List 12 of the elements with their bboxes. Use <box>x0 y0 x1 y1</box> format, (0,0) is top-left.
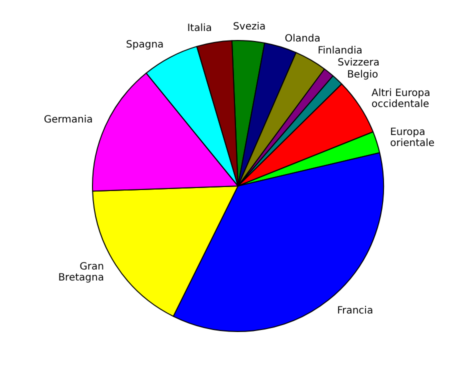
slice-label: Spagna <box>126 39 164 50</box>
slice-label: Altri Europa occidentale <box>371 88 430 110</box>
slice-label: Belgio <box>347 70 378 80</box>
slice-label: Francia <box>337 306 374 317</box>
slice-label: Germania <box>44 114 93 126</box>
slice-label: Gran Bretagna <box>58 262 104 284</box>
slice-label: Olanda <box>284 34 320 44</box>
slice-label: Italia <box>187 23 212 34</box>
slice-label: Svizzera <box>338 58 380 68</box>
slice-label: Svezia <box>233 22 266 32</box>
slice-label: Europa orientale <box>390 127 435 150</box>
slice-label: Finlandia <box>318 46 362 56</box>
